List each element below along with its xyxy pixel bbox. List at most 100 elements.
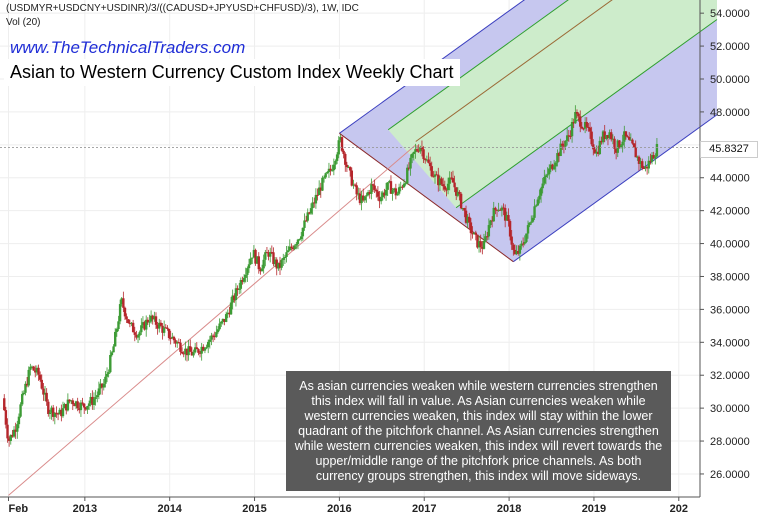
candle — [16, 420, 19, 439]
candle-body — [647, 160, 650, 169]
candle — [180, 347, 184, 355]
candle — [432, 171, 435, 178]
candle — [396, 191, 399, 196]
candle — [316, 188, 319, 201]
candle — [171, 332, 174, 339]
candle-body — [507, 215, 510, 222]
pitchfork-lines — [339, 0, 718, 263]
candle-body — [348, 166, 352, 171]
candle — [82, 403, 86, 414]
candle-body — [410, 153, 414, 158]
candle-body — [43, 392, 47, 395]
candle — [58, 407, 61, 415]
pitchfork-inner-band — [388, 0, 717, 208]
axes: 26.0000 28.0000 30.0000 32.0000 34.0000 36.00… — [0, 0, 750, 515]
candle-body — [494, 207, 497, 210]
candle-body — [654, 156, 657, 159]
candle — [65, 403, 68, 415]
candle — [291, 245, 295, 251]
candle-body — [171, 336, 174, 339]
candle — [6, 418, 9, 443]
candle-body — [285, 252, 288, 257]
candle-body — [570, 122, 574, 137]
candle-body — [634, 147, 637, 158]
candle-body — [35, 367, 39, 373]
candle-body — [600, 140, 603, 143]
candle — [600, 136, 603, 145]
candle-body — [131, 322, 135, 333]
candle — [113, 328, 117, 347]
candle — [450, 171, 453, 180]
candle — [373, 179, 376, 193]
candle-body — [63, 403, 66, 409]
candle-body — [608, 132, 611, 138]
candle-body — [185, 348, 189, 356]
candle-body — [546, 174, 549, 176]
candle — [389, 175, 393, 194]
candle-body — [598, 140, 602, 155]
candle-body — [500, 207, 504, 211]
candle — [176, 340, 179, 348]
candle — [430, 161, 433, 178]
candle — [324, 172, 327, 179]
candle-body — [233, 295, 236, 301]
candle-body — [391, 190, 394, 194]
candle — [17, 413, 21, 429]
candle — [342, 148, 345, 159]
candle-body — [138, 332, 141, 336]
candle-body — [319, 187, 322, 191]
candle — [24, 381, 27, 396]
candle — [345, 161, 349, 172]
candle — [169, 330, 172, 345]
candle-body — [541, 183, 544, 189]
candle — [500, 205, 504, 217]
candle — [424, 157, 427, 164]
candle-body — [464, 210, 468, 223]
candle-body — [552, 166, 556, 170]
candle — [513, 244, 517, 255]
candle — [321, 175, 324, 192]
candle — [472, 232, 476, 235]
candle-body — [593, 149, 597, 154]
candle-body — [215, 332, 218, 337]
candle — [7, 436, 11, 447]
candle — [182, 351, 185, 358]
candle-body — [24, 383, 27, 393]
candle — [637, 155, 641, 171]
candle-body — [267, 252, 270, 257]
candle-body — [76, 401, 79, 409]
candle-body — [366, 192, 370, 196]
candle — [69, 399, 73, 404]
candle-body — [20, 394, 24, 405]
candle — [639, 157, 642, 170]
candle-body — [451, 178, 455, 183]
candle-body — [84, 407, 88, 410]
candle — [344, 152, 347, 172]
candle — [510, 230, 513, 250]
candle — [407, 162, 411, 171]
y-tick-label: 30.0000 — [710, 403, 750, 415]
candle — [226, 309, 229, 319]
candle — [19, 402, 22, 418]
candle-body — [623, 131, 626, 142]
candle — [631, 138, 634, 145]
candle — [588, 122, 592, 139]
candle — [650, 151, 654, 165]
candle-body — [140, 325, 143, 333]
candle — [446, 177, 450, 195]
candle — [557, 151, 561, 162]
candle-body — [278, 263, 282, 268]
candle-body — [105, 373, 109, 377]
candle-body — [588, 127, 592, 132]
candle — [122, 291, 125, 313]
candle-body — [78, 408, 81, 411]
candle-body — [508, 221, 512, 237]
candle-body — [29, 366, 32, 370]
current-price-label: 45.8327 — [700, 141, 758, 158]
candle — [267, 249, 270, 261]
candle — [174, 338, 177, 348]
candle — [283, 254, 287, 264]
candle — [229, 296, 233, 315]
candle-body — [146, 319, 150, 323]
candle-body — [611, 138, 615, 140]
